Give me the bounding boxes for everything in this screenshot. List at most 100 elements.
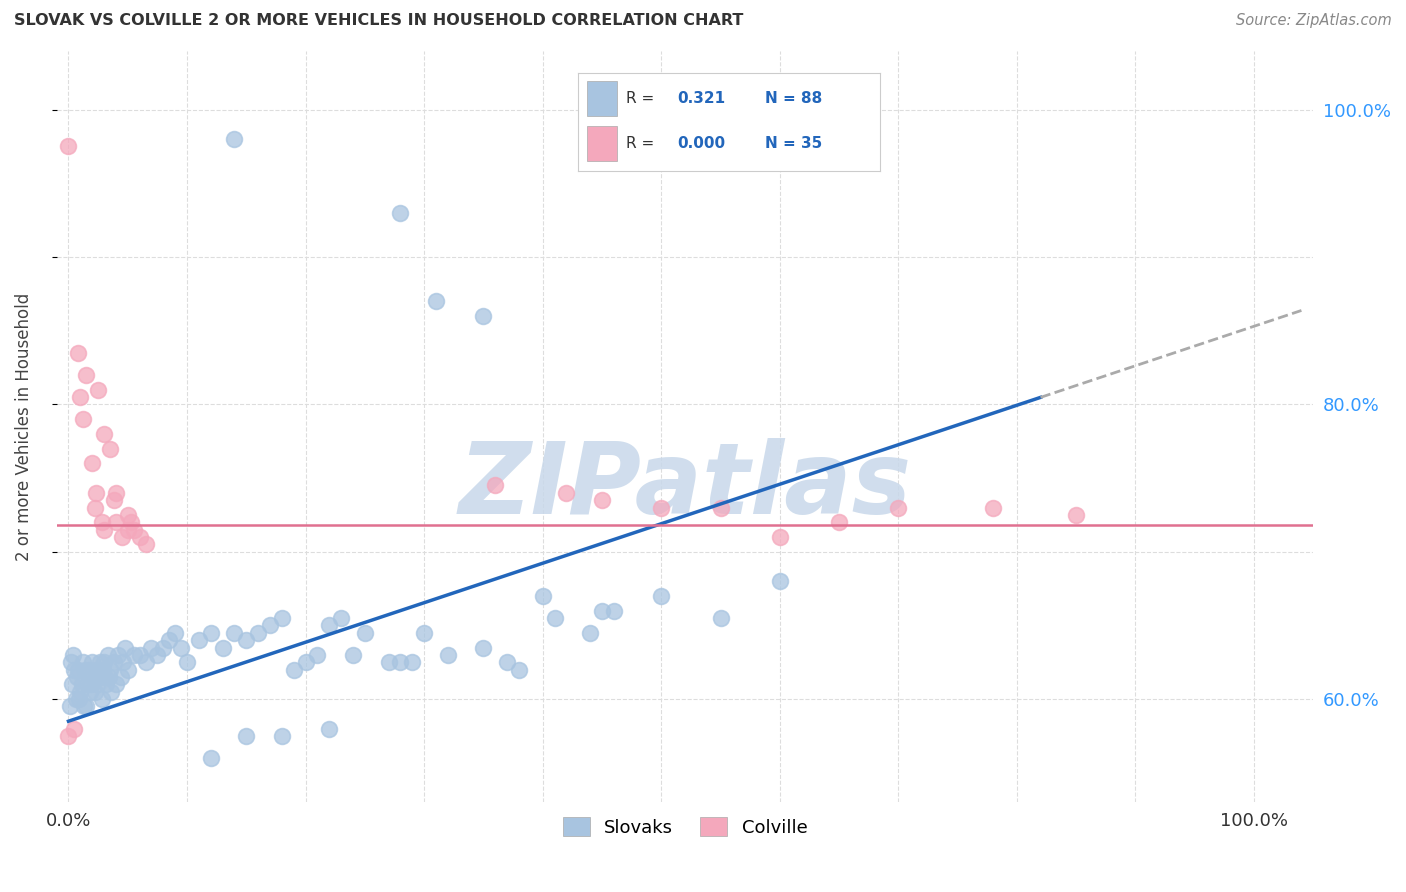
Point bbox=[70, 677, 93, 691]
Point bbox=[555, 485, 578, 500]
Point bbox=[104, 485, 127, 500]
Point bbox=[63, 663, 86, 677]
Point bbox=[69, 684, 91, 698]
Point bbox=[318, 618, 340, 632]
Point bbox=[96, 677, 118, 691]
Point bbox=[103, 655, 125, 669]
Point bbox=[224, 132, 246, 146]
Point bbox=[79, 684, 101, 698]
Point bbox=[82, 670, 104, 684]
Point bbox=[97, 670, 120, 684]
Point bbox=[67, 692, 90, 706]
Point bbox=[82, 655, 104, 669]
Point bbox=[224, 625, 246, 640]
Point bbox=[75, 663, 97, 677]
Point bbox=[165, 625, 187, 640]
Point bbox=[93, 523, 115, 537]
Point bbox=[259, 618, 281, 632]
Point bbox=[579, 625, 602, 640]
Point bbox=[66, 670, 89, 684]
Point bbox=[425, 294, 447, 309]
Point bbox=[307, 648, 329, 662]
Point bbox=[76, 677, 98, 691]
Point bbox=[87, 383, 110, 397]
Point bbox=[135, 655, 157, 669]
Point bbox=[650, 589, 672, 603]
Point bbox=[93, 655, 115, 669]
Point bbox=[472, 309, 495, 323]
Point bbox=[270, 611, 292, 625]
Legend: Slovaks, Colville: Slovaks, Colville bbox=[554, 808, 817, 846]
Point bbox=[211, 640, 233, 655]
Point bbox=[72, 412, 94, 426]
Point bbox=[591, 604, 613, 618]
Point bbox=[981, 500, 1004, 515]
Point bbox=[89, 670, 111, 684]
Point bbox=[603, 604, 626, 618]
Point bbox=[104, 515, 127, 529]
Point bbox=[62, 648, 84, 662]
Point bbox=[86, 677, 108, 691]
Point bbox=[484, 478, 506, 492]
Point bbox=[87, 663, 110, 677]
Point bbox=[141, 640, 163, 655]
Point bbox=[294, 655, 316, 669]
Point bbox=[65, 692, 87, 706]
Point bbox=[90, 515, 112, 529]
Point bbox=[72, 655, 94, 669]
Point bbox=[709, 611, 731, 625]
Point bbox=[531, 589, 554, 603]
Point bbox=[769, 574, 792, 589]
Point bbox=[508, 663, 530, 677]
Point bbox=[75, 368, 97, 382]
Point bbox=[58, 139, 80, 153]
Point bbox=[110, 670, 132, 684]
Point bbox=[80, 677, 103, 691]
Point bbox=[75, 699, 97, 714]
Point bbox=[157, 633, 180, 648]
Point bbox=[100, 684, 122, 698]
Point bbox=[122, 523, 145, 537]
Point bbox=[90, 692, 112, 706]
Point bbox=[135, 537, 157, 551]
Point bbox=[117, 508, 139, 522]
Point bbox=[152, 640, 174, 655]
Point bbox=[83, 500, 105, 515]
Point bbox=[69, 390, 91, 404]
Point bbox=[543, 611, 565, 625]
Point bbox=[342, 648, 364, 662]
Point bbox=[472, 640, 495, 655]
Point bbox=[59, 655, 82, 669]
Point bbox=[200, 751, 222, 765]
Point bbox=[63, 722, 86, 736]
Point bbox=[401, 655, 423, 669]
Point bbox=[111, 655, 134, 669]
Point bbox=[66, 346, 89, 360]
Point bbox=[93, 426, 115, 441]
Point bbox=[120, 515, 142, 529]
Point bbox=[83, 684, 105, 698]
Point bbox=[353, 625, 375, 640]
Point bbox=[84, 663, 107, 677]
Point bbox=[103, 493, 125, 508]
Point bbox=[769, 530, 792, 544]
Point bbox=[235, 633, 257, 648]
Point bbox=[114, 640, 136, 655]
Point bbox=[59, 699, 82, 714]
Point bbox=[650, 500, 672, 515]
Text: ZIPatlas: ZIPatlas bbox=[458, 438, 911, 535]
Point bbox=[170, 640, 193, 655]
Point bbox=[318, 722, 340, 736]
Point bbox=[235, 729, 257, 743]
Point bbox=[270, 729, 292, 743]
Point bbox=[117, 523, 139, 537]
Point bbox=[200, 625, 222, 640]
Point bbox=[496, 655, 519, 669]
Point bbox=[104, 677, 127, 691]
Point bbox=[591, 493, 613, 508]
Text: Source: ZipAtlas.com: Source: ZipAtlas.com bbox=[1236, 13, 1392, 29]
Point bbox=[94, 670, 117, 684]
Point bbox=[73, 699, 96, 714]
Point bbox=[82, 456, 104, 470]
Point bbox=[146, 648, 169, 662]
